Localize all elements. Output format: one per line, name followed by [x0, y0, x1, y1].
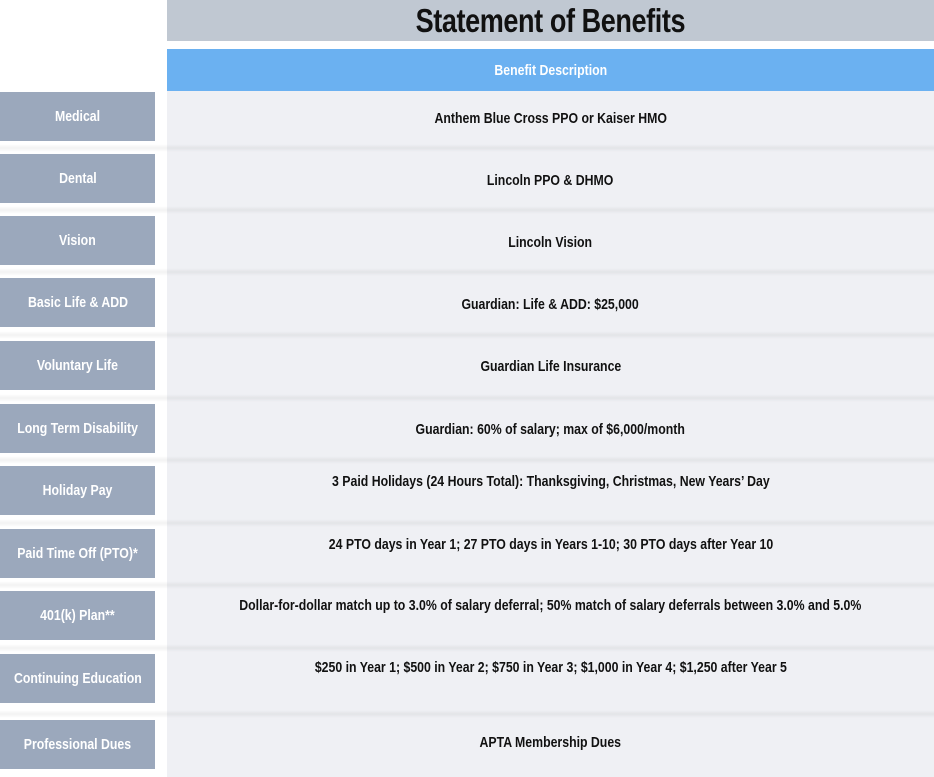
row-divider — [0, 394, 934, 402]
benefit-label-text: Long Term Disability — [17, 420, 138, 437]
benefit-description-text: Guardian Life Insurance — [480, 358, 621, 375]
benefit-description: Anthem Blue Cross PPO or Kaiser HMO — [167, 110, 934, 128]
column-header: Benefit Description — [167, 49, 934, 91]
row-divider — [0, 331, 934, 339]
benefit-label-text: Vision — [59, 232, 96, 249]
benefit-label: Dental — [0, 154, 155, 203]
benefit-description-text: APTA Membership Dues — [479, 734, 622, 751]
row-divider — [0, 581, 934, 589]
benefit-description-text: Lincoln PPO & DHMO — [487, 172, 614, 189]
benefit-description: Dollar-for-dollar match up to 3.0% of sa… — [167, 597, 934, 615]
benefit-label: Voluntary Life — [0, 341, 155, 390]
benefit-label: Holiday Pay — [0, 466, 155, 515]
benefit-label-text: Continuing Education — [13, 670, 142, 687]
benefit-description: 3 Paid Holidays (24 Hours Total): Thanks… — [167, 473, 934, 491]
benefit-label: Long Term Disability — [0, 404, 155, 453]
title-bar: Statement of Benefits — [167, 0, 934, 41]
benefit-description-text: Guardian: 60% of salary; max of $6,000/m… — [415, 421, 686, 438]
benefit-label: Professional Dues — [0, 720, 155, 769]
benefit-description: Lincoln PPO & DHMO — [167, 172, 934, 190]
benefit-label-text: Voluntary Life — [36, 357, 119, 374]
benefit-label-text: Professional Dues — [23, 736, 132, 753]
benefit-label: Vision — [0, 216, 155, 265]
benefit-description-text: Anthem Blue Cross PPO or Kaiser HMO — [434, 110, 667, 127]
benefit-description-text: Dollar-for-dollar match up to 3.0% of sa… — [239, 597, 862, 614]
benefit-label-text: Basic Life & ADD — [27, 294, 128, 311]
benefit-description-text: 3 Paid Holidays (24 Hours Total): Thanks… — [331, 473, 770, 490]
benefit-description: 24 PTO days in Year 1; 27 PTO days in Ye… — [167, 536, 934, 554]
page-title: Statement of Benefits — [415, 1, 686, 39]
benefit-label-text: Dental — [58, 170, 97, 187]
benefit-description-text: $250 in Year 1; $500 in Year 2; $750 in … — [314, 659, 787, 676]
row-divider — [0, 206, 934, 214]
benefit-label-text: Paid Time Off (PTO)* — [17, 545, 138, 562]
benefit-description-text: Guardian: Life & ADD: $25,000 — [461, 296, 640, 313]
benefit-label: Continuing Education — [0, 654, 155, 703]
row-divider — [0, 644, 934, 652]
benefit-label: Medical — [0, 92, 155, 141]
benefit-description-text: 24 PTO days in Year 1; 27 PTO days in Ye… — [328, 536, 773, 553]
benefit-label: Paid Time Off (PTO)* — [0, 529, 155, 578]
benefit-description: $250 in Year 1; $500 in Year 2; $750 in … — [167, 659, 934, 677]
description-column — [167, 91, 934, 777]
benefit-label: Basic Life & ADD — [0, 278, 155, 327]
column-header-label: Benefit Description — [494, 61, 607, 79]
benefit-description: APTA Membership Dues — [167, 734, 934, 752]
row-divider — [0, 268, 934, 276]
benefit-description: Lincoln Vision — [167, 234, 934, 252]
benefit-description: Guardian: 60% of salary; max of $6,000/m… — [167, 421, 934, 439]
row-divider — [0, 710, 934, 718]
benefit-description-text: Lincoln Vision — [508, 234, 593, 251]
benefit-description: Guardian: Life & ADD: $25,000 — [167, 296, 934, 314]
row-divider — [0, 144, 934, 152]
benefit-description: Guardian Life Insurance — [167, 358, 934, 376]
benefit-label: 401(k) Plan** — [0, 591, 155, 640]
row-divider — [0, 456, 934, 464]
benefit-label-text: Holiday Pay — [42, 482, 113, 499]
row-divider — [0, 519, 934, 527]
benefit-label-text: Medical — [54, 108, 101, 125]
benefit-label-text: 401(k) Plan** — [40, 607, 115, 624]
